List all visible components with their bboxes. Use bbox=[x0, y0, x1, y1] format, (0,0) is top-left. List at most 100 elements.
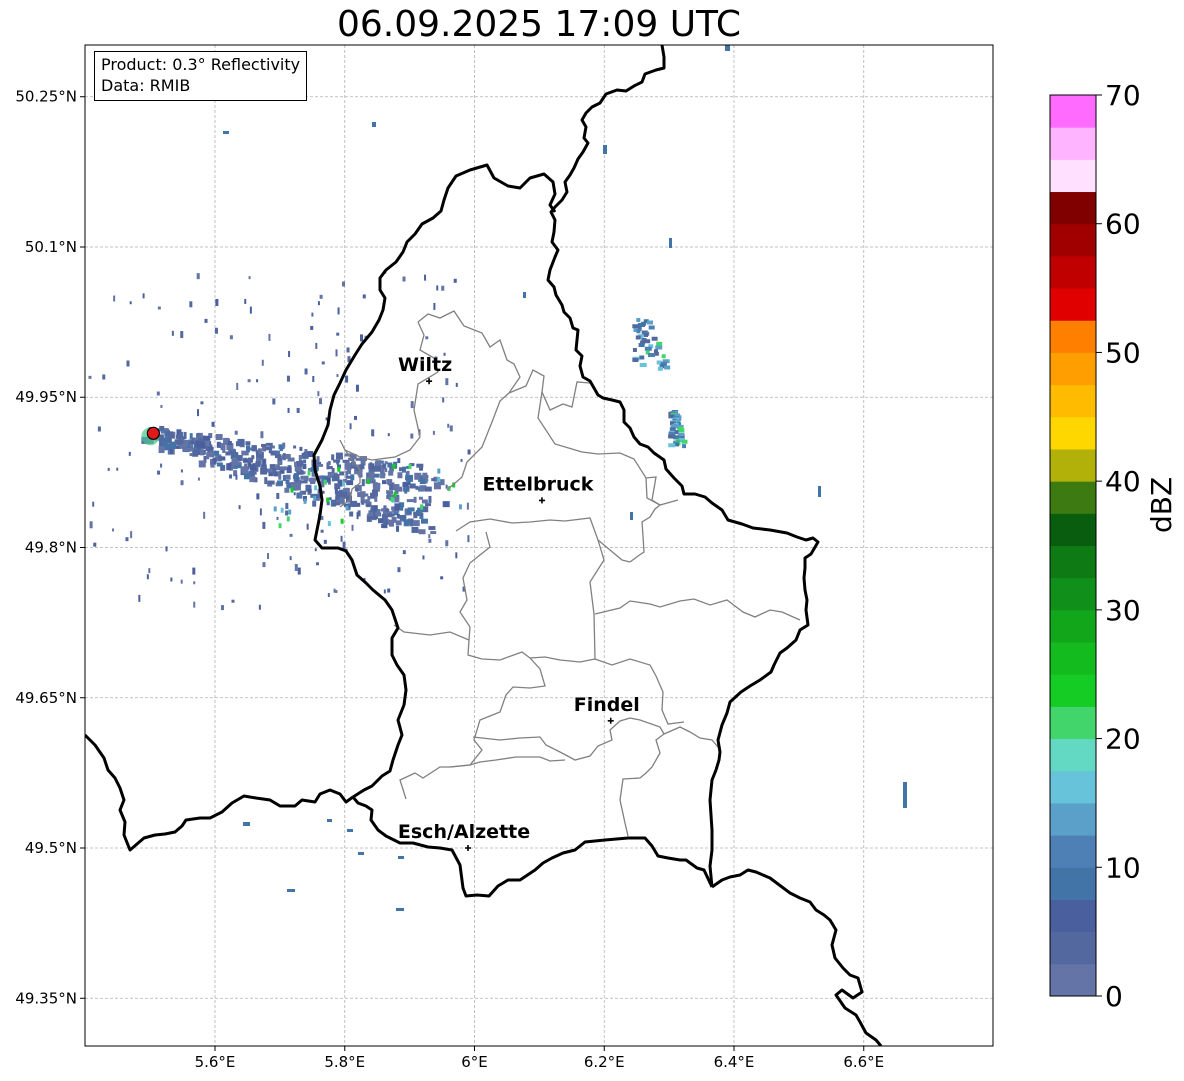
colorbar-swatch bbox=[1050, 609, 1096, 643]
echo-pixel bbox=[360, 460, 366, 466]
echo-speckle bbox=[327, 593, 330, 598]
x-tick-label: 5.6°E bbox=[195, 1053, 236, 1071]
echo-pixel bbox=[241, 450, 248, 455]
echo-pixel bbox=[421, 499, 428, 504]
echo-pixel bbox=[437, 479, 445, 486]
echo-speckle bbox=[272, 398, 276, 405]
echo-pixel bbox=[303, 451, 309, 458]
echo-speckle bbox=[196, 273, 200, 280]
echo-pixel bbox=[384, 461, 388, 465]
echo-pixel bbox=[412, 520, 420, 527]
echo-pixel bbox=[247, 447, 254, 451]
echo-pixel bbox=[294, 466, 301, 472]
echo-speckle bbox=[244, 298, 247, 304]
echo-speckle bbox=[93, 542, 97, 547]
colorbar-swatch bbox=[1050, 384, 1096, 418]
echo-speckle bbox=[261, 359, 264, 366]
echo-cell-pixel bbox=[668, 434, 676, 439]
echo-pixel bbox=[226, 443, 234, 451]
colorbar-tick-label: 10 bbox=[1105, 851, 1141, 884]
echo-pixel bbox=[261, 444, 266, 452]
echo-pixel bbox=[339, 497, 345, 504]
echo-pixel bbox=[169, 448, 173, 454]
echo-cell-pixel bbox=[646, 320, 653, 325]
echo-cell-pixel bbox=[657, 366, 663, 371]
echo-pixel bbox=[284, 453, 291, 459]
echo-pixel bbox=[349, 511, 354, 517]
echo-pixel bbox=[373, 465, 381, 472]
echo-cell-pixel bbox=[638, 343, 645, 347]
colorbar-swatch bbox=[1050, 770, 1096, 804]
colorbar-swatch bbox=[1050, 835, 1096, 868]
echo-pixel bbox=[237, 438, 245, 446]
echo-pixel bbox=[345, 470, 349, 476]
echo-pixel bbox=[302, 496, 307, 502]
echo-pixel bbox=[256, 456, 264, 460]
echo-speckle bbox=[247, 379, 251, 383]
echo-pixel bbox=[235, 465, 242, 469]
echo-pixel bbox=[406, 465, 410, 469]
echo-cell-pixel bbox=[659, 364, 667, 369]
echo-pixel bbox=[191, 437, 196, 442]
echo-pixel bbox=[253, 477, 258, 483]
echo-pixel bbox=[350, 453, 357, 459]
echo-speckle bbox=[462, 586, 466, 592]
echo-pixel bbox=[369, 462, 373, 469]
echo-speckle bbox=[383, 589, 386, 594]
echo-pixel bbox=[389, 482, 394, 490]
echo-pixel bbox=[243, 472, 251, 480]
echo-cell-pixel bbox=[664, 365, 671, 370]
echo-pixel bbox=[260, 467, 268, 475]
echo-pixel bbox=[418, 496, 423, 500]
echo-pixel bbox=[308, 468, 312, 473]
echo-pixel bbox=[409, 463, 415, 467]
echo-pixel bbox=[380, 472, 386, 479]
echo-pixel-strong bbox=[290, 487, 294, 493]
echo-speckle bbox=[321, 361, 325, 365]
echo-pixel bbox=[186, 447, 194, 451]
echo-speckle bbox=[296, 407, 300, 413]
place-label: Ettelbruck bbox=[482, 473, 593, 495]
echo-speckle bbox=[323, 539, 327, 544]
echo-speckle bbox=[445, 484, 448, 489]
echo-pixel bbox=[366, 514, 372, 522]
colorbar-tick-label: 60 bbox=[1105, 208, 1141, 241]
echo-isolated bbox=[396, 908, 404, 911]
colorbar-swatch bbox=[1050, 159, 1096, 193]
echo-speckle bbox=[325, 417, 328, 421]
echo-isolated bbox=[243, 822, 250, 826]
echo-pixel bbox=[302, 471, 306, 475]
echo-speckle bbox=[432, 430, 435, 435]
canton-boundaries bbox=[339, 310, 801, 837]
echo-pixel bbox=[307, 488, 312, 493]
echo-cell-pixel bbox=[668, 414, 675, 419]
echo-pixel bbox=[314, 477, 318, 481]
echo-pixel bbox=[382, 507, 388, 515]
y-tick-label: 49.5°N bbox=[25, 839, 77, 857]
echo-pixel bbox=[300, 480, 308, 484]
echo-speckle bbox=[112, 528, 115, 532]
echo-pixel bbox=[350, 500, 358, 507]
echo-speckle bbox=[116, 467, 119, 471]
echo-speckle bbox=[310, 325, 314, 330]
echo-pixel bbox=[277, 471, 281, 477]
echo-pixel-strong bbox=[342, 481, 346, 487]
echo-pixel bbox=[286, 482, 294, 489]
echo-pixel bbox=[383, 505, 387, 510]
echo-pixel bbox=[343, 491, 351, 499]
echo-pixel bbox=[257, 448, 262, 455]
echo-pixel bbox=[164, 434, 168, 440]
echo-pixel bbox=[189, 433, 193, 440]
echo-speckle bbox=[204, 318, 208, 323]
echo-pixel bbox=[231, 452, 239, 457]
echo-speckle bbox=[268, 333, 271, 341]
echo-speckle bbox=[230, 451, 233, 459]
echo-pixel bbox=[157, 428, 162, 432]
colorbar-swatch bbox=[1050, 352, 1096, 386]
echo-speckle bbox=[406, 470, 410, 475]
echo-cell-pixel bbox=[677, 433, 685, 438]
echo-pixel bbox=[251, 445, 257, 452]
echo-pixel bbox=[212, 457, 217, 464]
echo-isolated bbox=[603, 145, 607, 154]
echo-speckle bbox=[180, 469, 183, 473]
